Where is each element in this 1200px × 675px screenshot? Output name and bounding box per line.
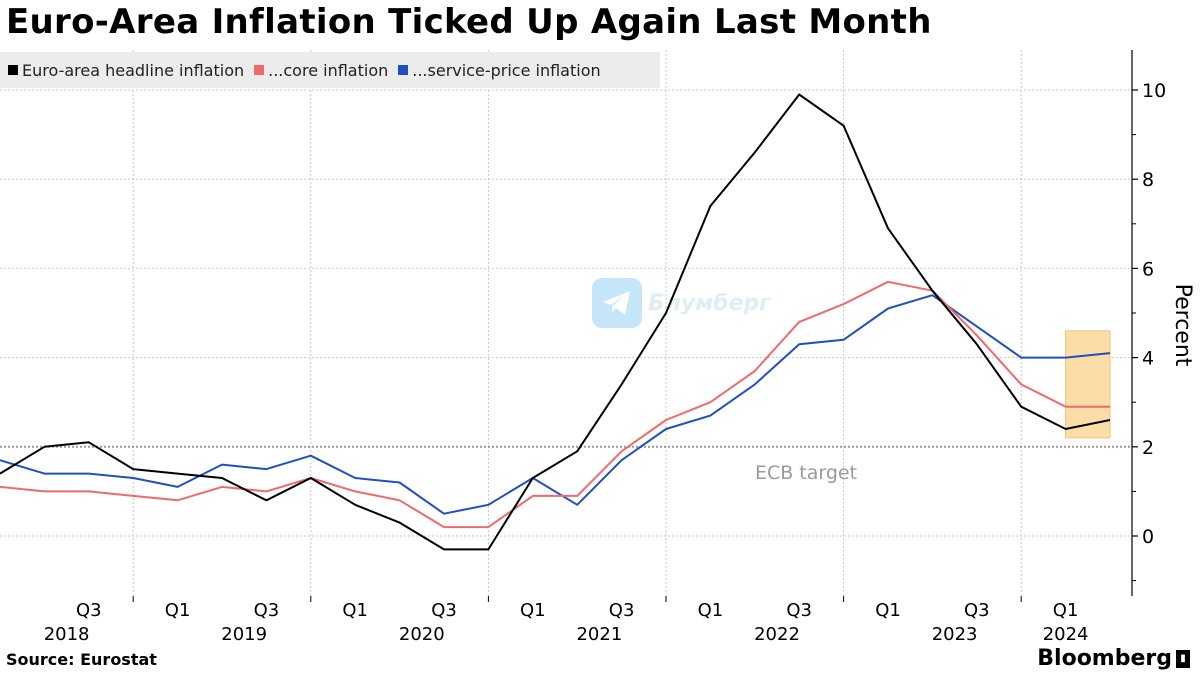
legend-swatch [254,65,265,75]
x-tick-label: Q3 [431,600,457,621]
highlight-box [1065,330,1111,439]
telegram-icon [592,278,642,328]
legend-item: Euro-area headline inflation [8,61,244,80]
y-tick-label: 2 [1142,437,1154,459]
x-tick-label: Q3 [254,600,280,621]
x-tick-label: Q1 [165,600,191,621]
x-tick-label: Q3 [609,600,635,621]
y-tick-label: 10 [1142,80,1166,102]
x-year-label: 2018 [44,624,90,645]
legend-swatch [398,65,409,75]
chart-title: Euro-Area Inflation Ticked Up Again Last… [6,2,932,42]
legend-item: ...core inflation [254,61,388,80]
watermark: Блумберг [592,278,771,328]
x-year-label: 2021 [576,624,622,645]
source-note: Source: Eurostat [6,650,157,669]
x-tick-label: Q3 [76,600,102,621]
ecb-target-label: ECB target [755,462,857,484]
legend-swatch [8,65,18,75]
y-tick-label: 4 [1142,348,1154,370]
x-tick-label: Q1 [698,600,724,621]
x-year-label: 2019 [221,624,267,645]
brand-logo: Bloomberg ▮ [1037,646,1190,671]
y-tick-label: 6 [1142,258,1154,280]
legend-label: ...core inflation [268,60,389,80]
x-tick-label: Q3 [786,600,812,621]
bloomberg-icon: ▮ [1176,649,1190,668]
y-tick-label: 0 [1142,526,1154,548]
x-year-label: 2024 [1043,624,1089,645]
x-tick-label: Q1 [342,600,368,621]
x-year-label: 2022 [754,624,800,645]
x-year-label: 2020 [399,624,445,645]
x-tick-label: Q1 [1053,600,1079,621]
y-axis-label: Percent [1170,284,1195,367]
y-tick-label: 8 [1142,169,1154,191]
legend-label: Euro-area headline inflation [22,60,245,80]
series-line-2 [0,294,1111,515]
legend: Euro-area headline inflation ...core infl… [0,52,660,88]
x-tick-label: Q3 [964,600,990,621]
x-tick-label: Q1 [520,600,546,621]
watermark-text: Блумберг [648,290,771,316]
legend-label: ...service-price inflation [412,60,601,80]
series-line-0 [0,93,1111,551]
x-tick-label: Q1 [875,600,901,621]
legend-item: ...service-price inflation [398,60,601,80]
brand-name: Bloomberg [1037,646,1172,671]
x-year-label: 2023 [932,624,978,645]
series-line-1 [0,280,1110,529]
